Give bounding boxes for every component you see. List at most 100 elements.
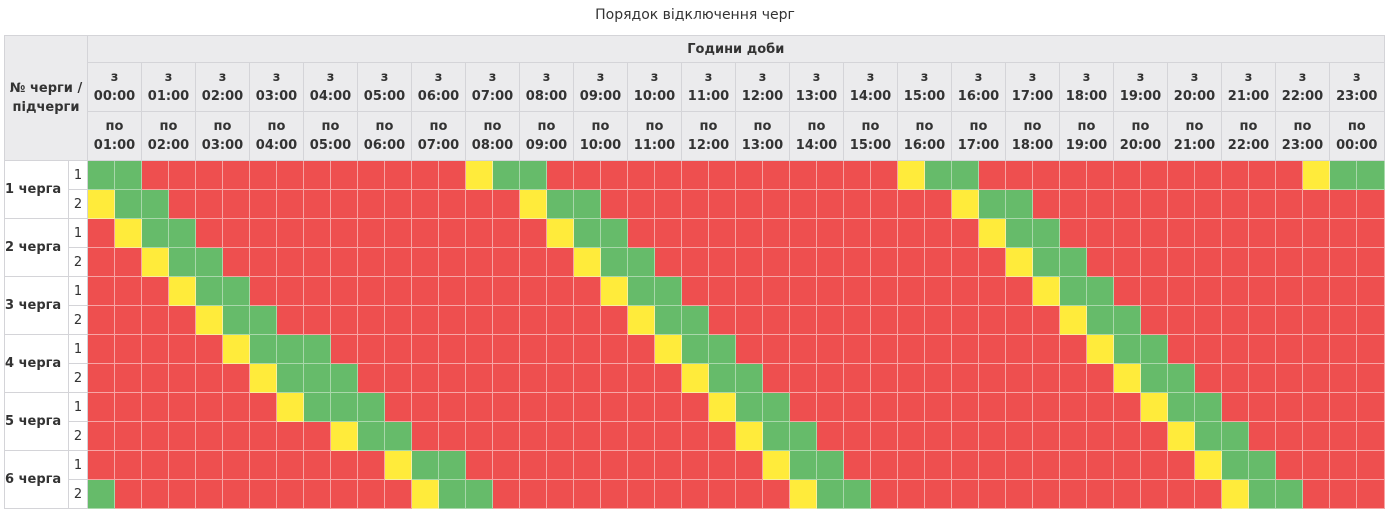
- hour-from-header: з 00:00: [87, 62, 142, 112]
- schedule-cell: [600, 276, 628, 306]
- schedule-cell: [492, 189, 520, 219]
- schedule-cell: [195, 334, 223, 364]
- schedule-cell: [951, 160, 979, 190]
- schedule-cell: [384, 305, 412, 335]
- schedule-cell: [492, 363, 520, 393]
- hour-from-header: з 03:00: [249, 62, 304, 112]
- schedule-cell: [924, 450, 952, 480]
- schedule-cell: [114, 247, 142, 277]
- schedule-cell: [951, 479, 979, 509]
- schedule-cell: [546, 450, 574, 480]
- schedule-cell: [1194, 218, 1222, 248]
- schedule-cell: [654, 189, 682, 219]
- hour-to-header: по 21:00: [1167, 111, 1222, 161]
- schedule-cell: [465, 392, 493, 422]
- schedule-cell: [1248, 334, 1276, 364]
- hour-to-header-prefix: по: [1293, 119, 1312, 134]
- queue-column-header: № черги / підчерги: [4, 35, 88, 161]
- hour-from-header-prefix: з: [1353, 70, 1361, 85]
- hour-from-header-prefix: з: [1190, 70, 1199, 85]
- schedule-cell: [438, 189, 466, 219]
- hour-from-header: з 05:00: [357, 62, 412, 112]
- schedule-cell: [1248, 450, 1276, 480]
- schedule-cell: [519, 218, 547, 248]
- schedule-cell: [411, 189, 439, 219]
- schedule-cell: [492, 305, 520, 335]
- hour-from-header-prefix: з: [380, 70, 389, 85]
- schedule-cell: [1059, 247, 1087, 277]
- schedule-cell: [1248, 479, 1276, 509]
- schedule-cell: [1167, 479, 1195, 509]
- hour-from-header-prefix: з: [1298, 70, 1307, 85]
- schedule-cell: [789, 479, 817, 509]
- schedule-cell: [654, 450, 682, 480]
- schedule-cell: [762, 305, 790, 335]
- hour-to-header: по 22:00: [1221, 111, 1276, 161]
- hour-to-header: по 16:00: [897, 111, 952, 161]
- schedule-cell: [870, 363, 898, 393]
- schedule-cell: [519, 247, 547, 277]
- hour-from-header: з 11:00: [681, 62, 736, 112]
- schedule-cell: [357, 189, 385, 219]
- schedule-cell: [681, 218, 709, 248]
- schedule-cell: [357, 305, 385, 335]
- schedule-cell: [546, 218, 574, 248]
- hour-to-header-prefix: по: [267, 119, 286, 134]
- schedule-cell: [870, 247, 898, 277]
- hour-from-header-time: 18:00: [1065, 89, 1108, 104]
- schedule-cell: [681, 479, 709, 509]
- schedule-cell: [1005, 276, 1033, 306]
- schedule-cell: [276, 334, 304, 364]
- schedule-cell: [978, 450, 1006, 480]
- schedule-cell: [978, 479, 1006, 509]
- schedule-cell: [816, 450, 844, 480]
- schedule-cell: [1275, 276, 1303, 306]
- hour-to-header: по 03:00: [195, 111, 250, 161]
- hour-to-header-time: 02:00: [147, 138, 190, 153]
- schedule-cell: [546, 421, 574, 451]
- hour-to-header-prefix: по: [375, 119, 394, 134]
- schedule-cell: [1005, 334, 1033, 364]
- schedule-cell: [573, 479, 601, 509]
- schedule-cell: [276, 247, 304, 277]
- hour-from-header-prefix: з: [326, 70, 335, 85]
- hour-from-header-time: 01:00: [147, 89, 190, 104]
- schedule-cell: [492, 218, 520, 248]
- schedule-cell: [276, 479, 304, 509]
- schedule-cell: [330, 276, 358, 306]
- schedule-cell: [924, 305, 952, 335]
- hour-from-header: з 10:00: [627, 62, 682, 112]
- hour-from-header-prefix: з: [974, 70, 983, 85]
- schedule-cell: [1302, 392, 1330, 422]
- schedule-cell: [843, 363, 871, 393]
- schedule-cell: [1194, 479, 1222, 509]
- schedule-cell: [870, 218, 898, 248]
- schedule-cell: [1059, 305, 1087, 335]
- schedule-cell: [843, 334, 871, 364]
- schedule-cell: [438, 160, 466, 190]
- schedule-cell: [1275, 421, 1303, 451]
- schedule-cell: [951, 450, 979, 480]
- schedule-cell: [843, 392, 871, 422]
- schedule-cell: [141, 189, 169, 219]
- subqueue-label: 2: [68, 189, 88, 219]
- schedule-cell: [1329, 450, 1357, 480]
- table-row: 2: [5, 479, 1385, 509]
- schedule-cell: [546, 276, 574, 306]
- schedule-cell: [897, 334, 925, 364]
- hour-from-header-prefix: з: [704, 70, 713, 85]
- schedule-cell: [897, 218, 925, 248]
- schedule-cell: [1005, 160, 1033, 190]
- schedule-cell: [222, 276, 250, 306]
- schedule-cell: [762, 363, 790, 393]
- schedule-cell: [924, 247, 952, 277]
- schedule-cell: [1140, 247, 1168, 277]
- schedule-cell: [519, 479, 547, 509]
- schedule-cell: [168, 247, 196, 277]
- schedule-cell: [735, 276, 763, 306]
- hour-to-header: по 09:00: [519, 111, 574, 161]
- schedule-cell: [222, 421, 250, 451]
- schedule-cell: [627, 218, 655, 248]
- schedule-cell: [114, 305, 142, 335]
- schedule-cell: [789, 305, 817, 335]
